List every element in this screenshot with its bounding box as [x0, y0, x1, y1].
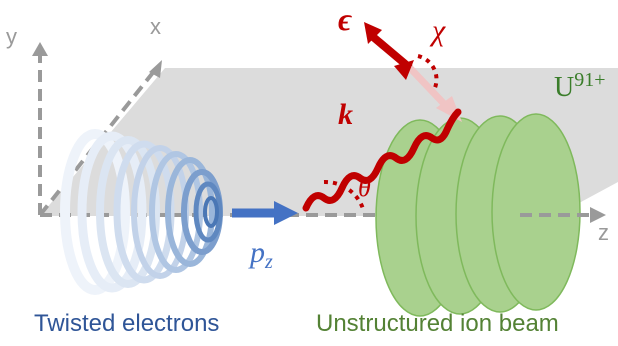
twisted-electrons-caption: Twisted electrons — [34, 310, 220, 337]
z-axis-arrowhead — [590, 207, 606, 223]
y-axis-label: y — [6, 24, 17, 49]
momentum-label: pz — [248, 236, 273, 273]
polarization-arrow — [364, 22, 413, 72]
y-axis-arrowhead — [32, 42, 48, 56]
theta-label: θ — [358, 173, 371, 202]
momentum-arrow — [232, 201, 298, 225]
theta-arc — [323, 179, 366, 213]
x-axis — [38, 68, 157, 217]
polarization-label: ϵ — [338, 1, 352, 37]
chi-arc — [417, 54, 439, 91]
wavevector-label: k — [338, 98, 353, 131]
ion-beam-bunches — [375, 113, 581, 317]
x-axis-label: x — [150, 14, 161, 39]
ion-beam-caption: Unstructured ion beam — [316, 310, 559, 337]
x-axis-arrowhead — [149, 60, 162, 78]
chi-label: χ — [429, 14, 446, 47]
twisted-electron-wavefronts — [60, 129, 223, 295]
ion-species-label: U91+ — [554, 69, 606, 103]
z-axis-label: z — [598, 220, 609, 245]
